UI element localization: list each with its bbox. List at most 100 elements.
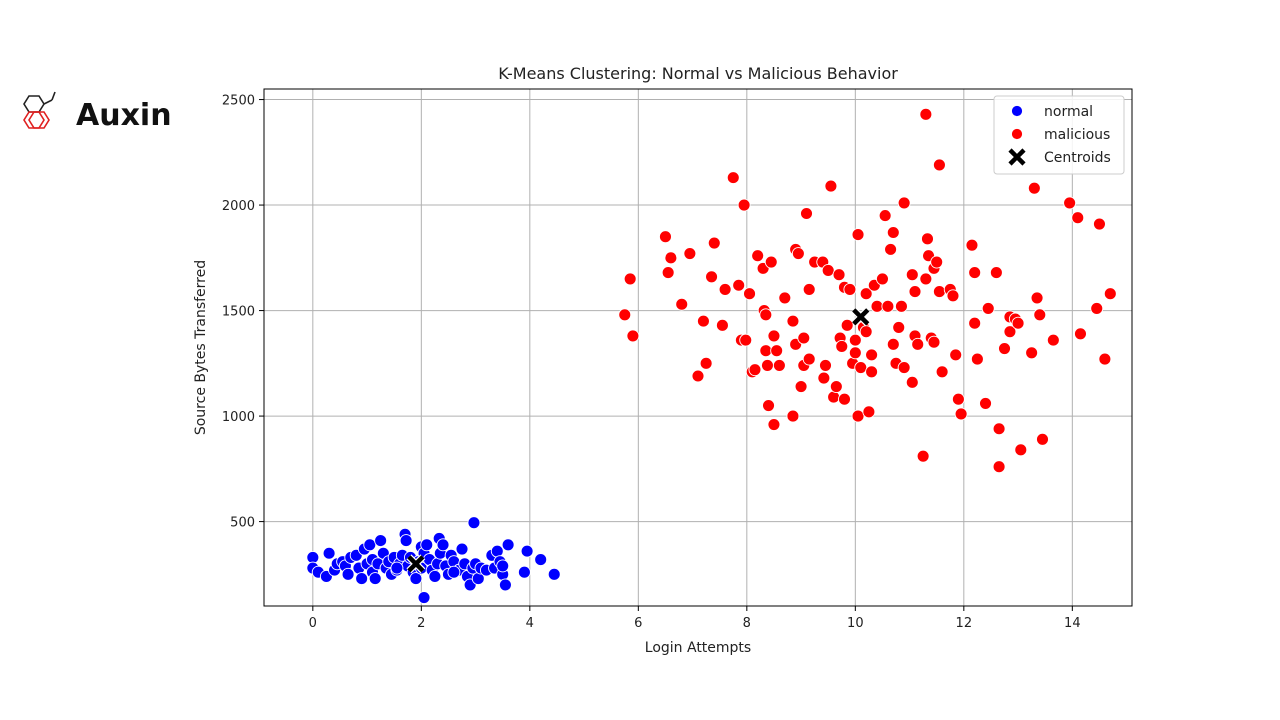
malicious-point [829,380,843,393]
malicious-point [992,460,1006,474]
normal-point [322,546,336,560]
malicious-point [878,209,892,223]
normal-point [467,516,481,530]
malicious-point [1033,308,1047,322]
malicious-point [965,238,979,252]
malicious-point [930,255,944,269]
normal-point [455,542,469,556]
malicious-point [968,266,982,280]
malicious-point [951,392,965,406]
malicious-point [884,242,898,256]
x-tick-label: 0 [309,616,317,631]
malicious-point [854,361,868,374]
malicious-point [762,399,775,412]
malicious-point [897,196,911,210]
legend-label: malicious [1044,127,1110,143]
normal-point [428,570,442,583]
malicious-point [794,380,808,393]
malicious-point [840,318,854,332]
data-points [306,107,1117,605]
malicious-point [989,266,1003,280]
malicious-point [968,316,982,330]
malicious-point [764,255,778,269]
malicious-point [618,308,632,322]
malicious-point [718,283,732,296]
malicious-point [1025,346,1039,360]
malicious-point [905,268,919,282]
normal-point [517,565,531,579]
malicious-point [886,226,900,239]
malicious-point [927,335,941,349]
malicious-point [897,361,911,374]
malicious-point [932,158,946,172]
malicious-point [911,337,925,351]
series-centroids [406,307,871,574]
malicious-point [1092,217,1106,231]
normal-point [368,572,382,586]
malicious-point [881,299,895,313]
centroid-point [851,307,871,327]
legend-box [993,95,1125,175]
x-tick-label: 6 [634,616,642,631]
malicious-point [760,358,774,372]
malicious-point [859,287,873,301]
malicious-point [739,333,753,347]
malicious-point [1103,287,1117,301]
malicious-point [767,329,781,343]
malicious-point [832,268,846,282]
malicious-point [919,107,933,121]
normal-point [341,567,355,581]
x-tick-label: 4 [526,616,534,631]
hexagon-molecule-icon [23,91,56,129]
malicious-point [886,337,900,351]
malicious-point [935,365,949,379]
x-axis-label: Login Attempts [645,640,751,656]
malicious-point [843,283,857,296]
legend-item-malicious: malicious [1011,127,1110,143]
y-axis-ticks: 500 1000 1500 2000 2500 [222,94,264,531]
normal-point [501,538,515,552]
malicious-point [737,198,751,212]
malicious-point [821,264,835,277]
normal-point [436,538,450,552]
malicious-point [707,236,721,250]
malicious-point [921,232,934,246]
malicious-point [851,409,865,423]
normal-point [490,544,504,558]
legend-marker [1011,105,1023,117]
malicious-point [705,270,719,284]
normal-point [399,534,413,548]
malicious-point [992,422,1006,436]
normal-point [496,559,510,573]
y-tick-label: 1500 [222,305,255,320]
malicious-point [751,249,765,263]
malicious-point [908,285,922,299]
malicious-point [759,308,773,322]
malicious-point [932,285,946,299]
malicious-point [894,299,908,313]
legend-item-normal: normal [1011,104,1093,120]
legend-marker [1008,148,1026,166]
malicious-point [732,278,746,292]
malicious-point [659,230,672,244]
legend: normal malicious Centroids [993,95,1125,175]
malicious-point [759,344,773,358]
malicious-point [979,396,992,410]
x-tick-label: 2 [417,616,425,631]
normal-point [547,567,561,581]
malicious-point [772,358,786,372]
legend-label: Centroids [1044,150,1111,166]
malicious-point [1036,432,1049,446]
malicious-point [1027,181,1041,195]
malicious-point [683,247,697,261]
malicious-point [802,352,816,366]
malicious-point [827,390,841,404]
malicious-point [1030,291,1044,305]
legend-label: normal [1044,104,1093,120]
malicious-point [626,329,640,343]
normal-point [498,578,512,592]
x-tick-label: 12 [956,616,973,631]
malicious-point [876,272,889,286]
malicious-point [954,407,968,421]
malicious-point [1071,211,1085,225]
